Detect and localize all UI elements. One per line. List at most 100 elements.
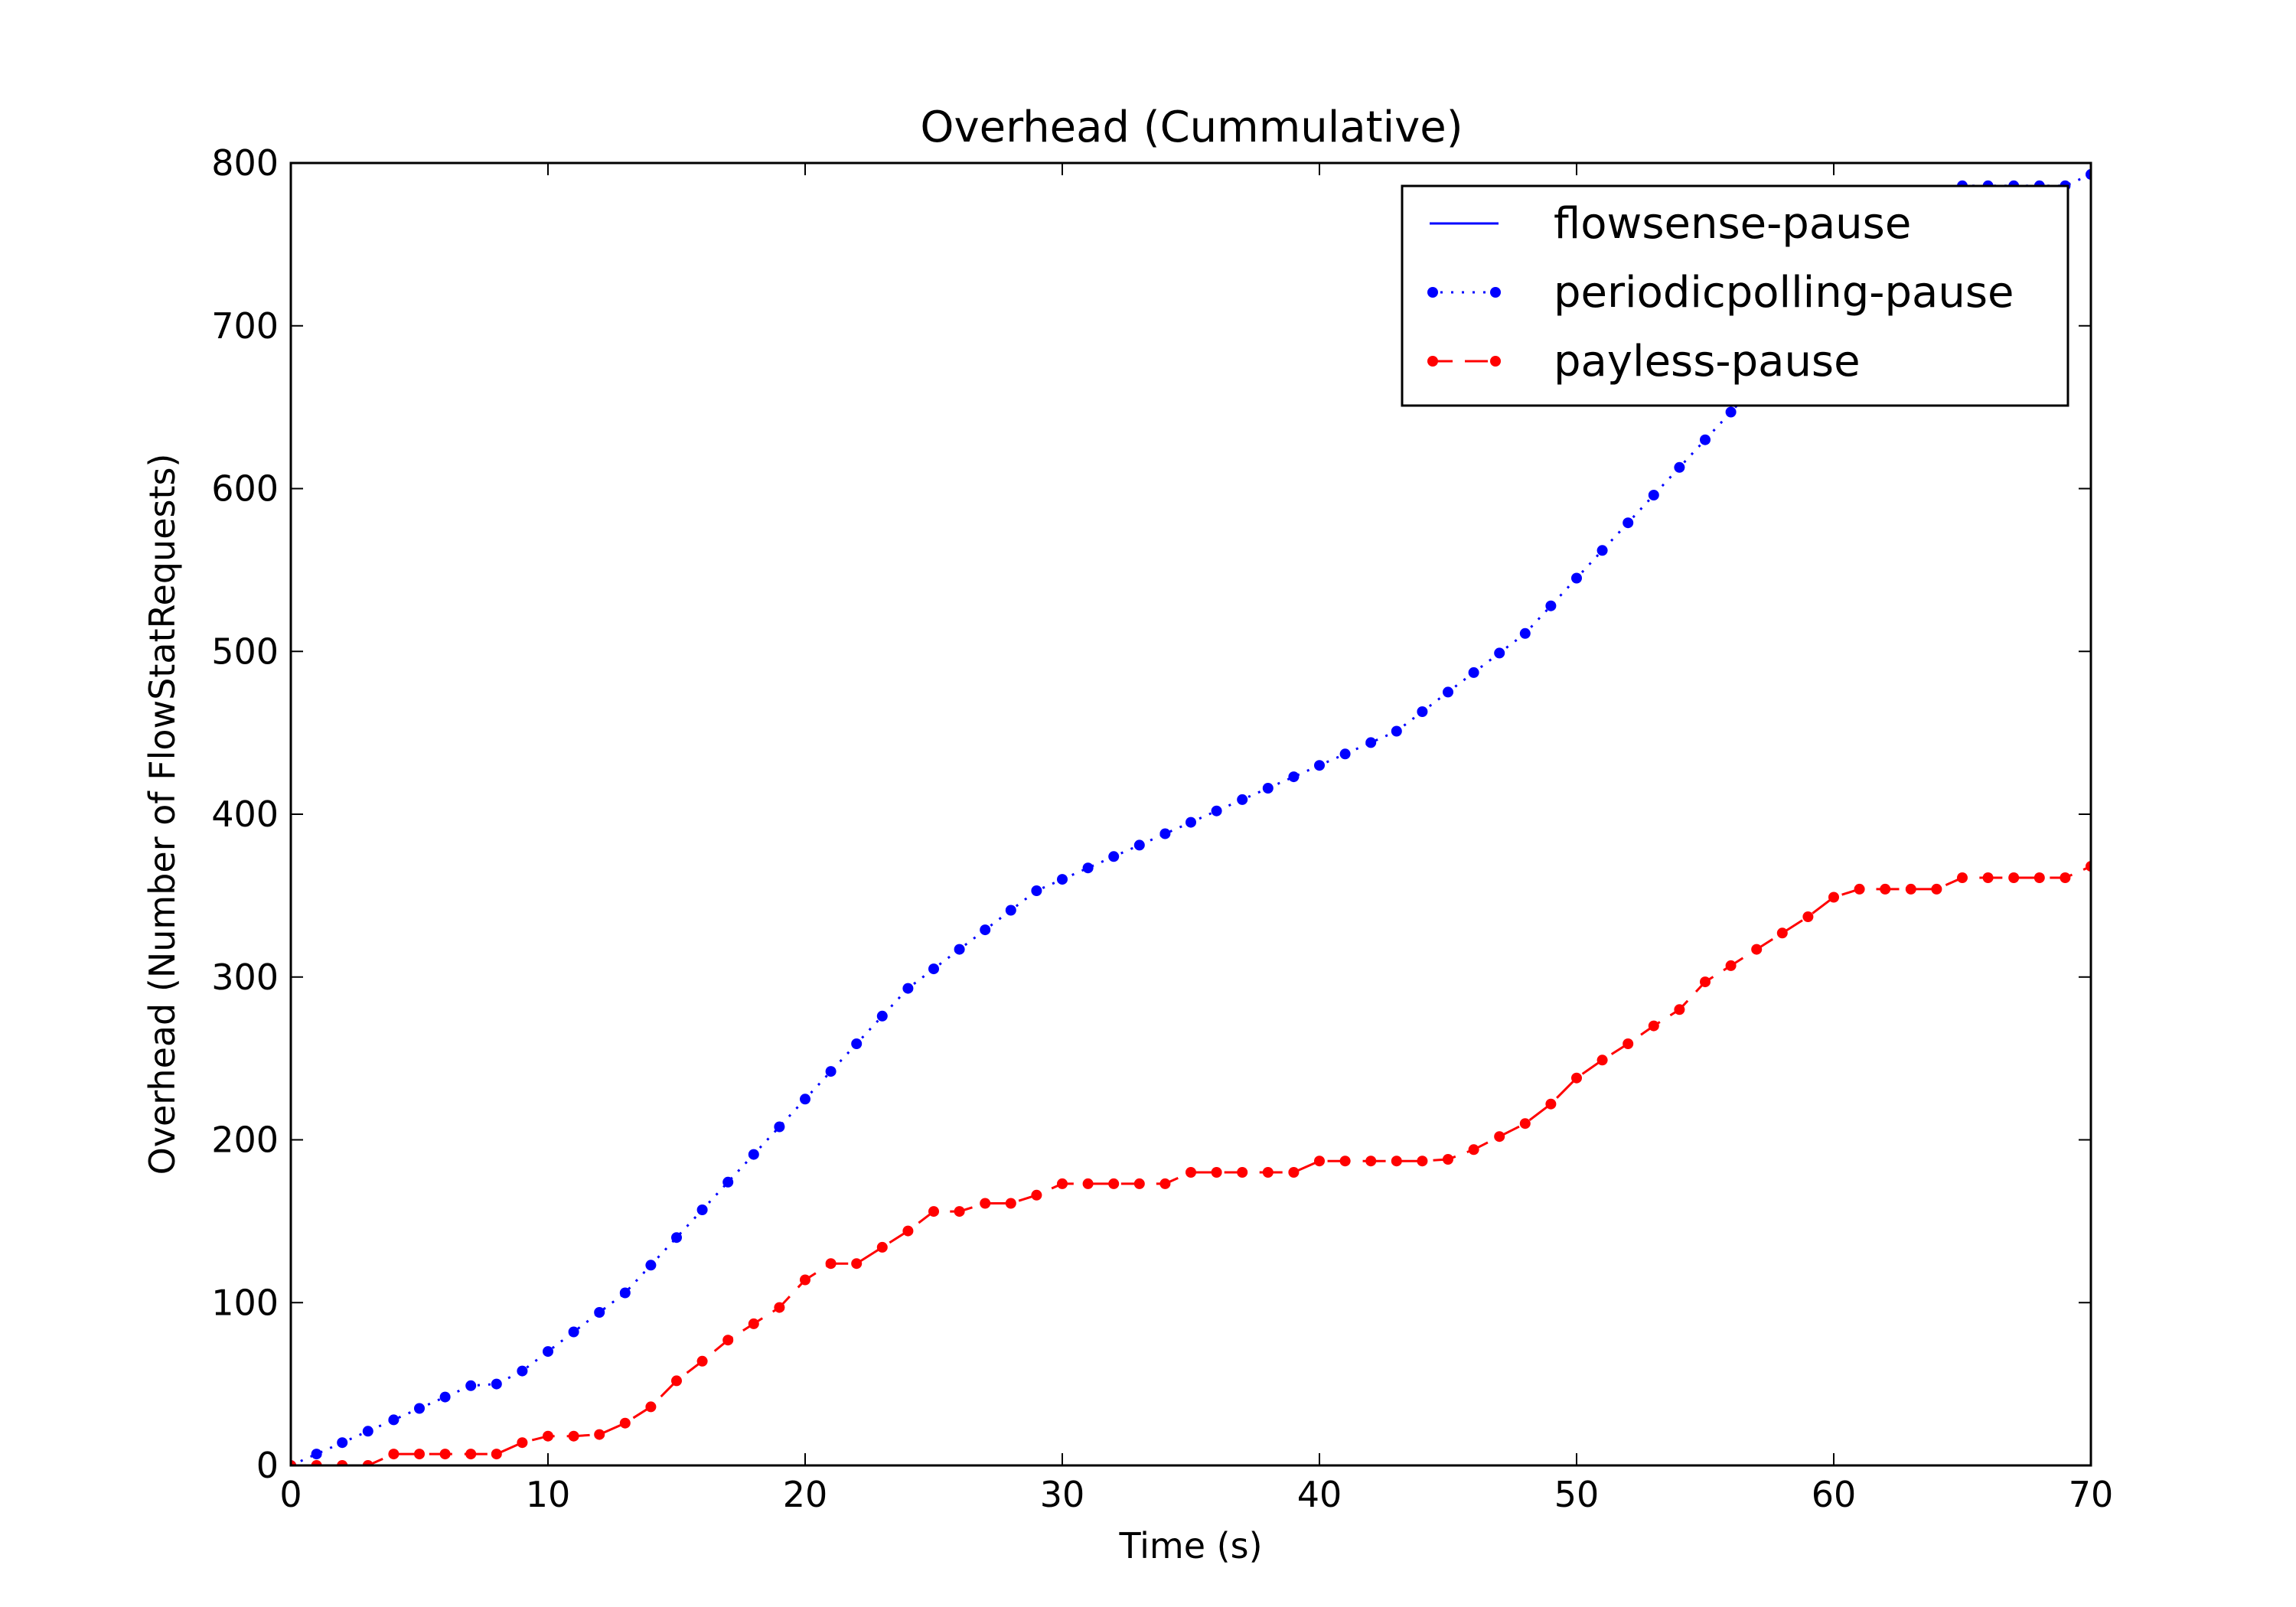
legend-marker-periodicpolling-pause xyxy=(1490,287,1501,298)
series-point-payless-pause xyxy=(1674,1004,1685,1015)
series-point-payless-pause xyxy=(594,1429,605,1440)
series-point-payless-pause xyxy=(1057,1178,1068,1189)
series-point-payless-pause xyxy=(543,1430,553,1442)
series-point-periodicpolling-pause xyxy=(1186,817,1196,828)
series-point-payless-pause xyxy=(1468,1144,1479,1156)
x-tick-label: 30 xyxy=(1040,1474,1085,1515)
y-tick-label: 800 xyxy=(211,142,279,184)
series-point-payless-pause xyxy=(1262,1167,1274,1178)
series-point-payless-pause xyxy=(2086,861,2091,872)
series-point-payless-pause xyxy=(337,1460,348,1465)
series-point-periodicpolling-pause xyxy=(337,1437,348,1449)
series-point-periodicpolling-pause xyxy=(1237,794,1248,805)
series-point-payless-pause xyxy=(696,1355,708,1367)
series-point-payless-pause xyxy=(311,1460,322,1465)
series-point-periodicpolling-pause xyxy=(1700,434,1711,445)
series-point-payless-pause xyxy=(1365,1156,1377,1167)
y-tick-label: 700 xyxy=(211,305,279,347)
y-axis: 0 100 200 300 400 500 600 700 800 xyxy=(211,142,2091,1486)
series-point-payless-pause xyxy=(825,1258,837,1270)
series-point-payless-pause xyxy=(1288,1167,1300,1178)
series-point-periodicpolling-pause xyxy=(1596,545,1608,556)
series-point-payless-pause xyxy=(1082,1178,1094,1189)
series-point-payless-pause xyxy=(645,1401,657,1413)
series-point-payless-pause xyxy=(1237,1167,1248,1178)
series-point-payless-pause xyxy=(1751,944,1763,955)
series-point-periodicpolling-pause xyxy=(800,1094,810,1105)
series-point-payless-pause xyxy=(1211,1167,1222,1178)
series-point-payless-pause xyxy=(748,1318,759,1329)
x-axis: 0 10 20 30 40 50 60 70 xyxy=(279,163,2113,1515)
y-axis-label: Overhead (Number of FlowStatRequests) xyxy=(142,454,183,1175)
series-point-periodicpolling-pause xyxy=(1648,490,1659,500)
series-point-periodicpolling-pause xyxy=(1725,406,1737,418)
legend-entries: flowsense-pause periodicpolling-pause payl… xyxy=(1427,199,2014,386)
series-point-payless-pause xyxy=(1133,1178,1145,1189)
series-point-periodicpolling-pause xyxy=(954,944,965,955)
x-tick-label: 40 xyxy=(1297,1474,1342,1515)
series-point-payless-pause xyxy=(1905,883,1916,895)
series-point-payless-pause xyxy=(1494,1131,1505,1143)
series-point-payless-pause xyxy=(1391,1156,1402,1167)
x-axis-label: Time (s) xyxy=(1118,1525,1262,1566)
x-tick-label: 50 xyxy=(1554,1474,1600,1515)
series-point-payless-pause xyxy=(1108,1178,1120,1189)
chart-title: Overhead (Cummulative) xyxy=(920,103,1463,152)
legend-marker-payless-pause xyxy=(1427,356,1438,367)
y-tick-label: 600 xyxy=(211,468,279,510)
series-point-payless-pause xyxy=(800,1274,810,1286)
series-point-payless-pause xyxy=(902,1225,914,1237)
series-point-periodicpolling-pause xyxy=(1314,760,1325,771)
series-point-payless-pause xyxy=(774,1302,785,1313)
series-point-payless-pause xyxy=(980,1198,991,1209)
x-tick-label: 10 xyxy=(526,1474,571,1515)
series-point-periodicpolling-pause xyxy=(1468,667,1479,678)
y-tick-label: 500 xyxy=(211,631,279,672)
series-point-payless-pause xyxy=(1623,1038,1634,1049)
series-point-periodicpolling-pause xyxy=(491,1378,502,1390)
series-point-periodicpolling-pause xyxy=(362,1426,373,1437)
series-point-periodicpolling-pause xyxy=(1623,517,1634,529)
x-tick-label: 70 xyxy=(2069,1474,2114,1515)
series-point-payless-pause xyxy=(291,1460,296,1465)
series-point-periodicpolling-pause xyxy=(1031,885,1042,896)
series-point-periodicpolling-pause xyxy=(1494,647,1505,659)
series-point-periodicpolling-pause xyxy=(594,1307,605,1318)
legend-box xyxy=(1401,184,2069,407)
series-point-payless-pause xyxy=(1596,1054,1608,1066)
series-point-payless-pause xyxy=(2008,872,2020,883)
series-point-periodicpolling-pause xyxy=(696,1204,708,1215)
series-point-payless-pause xyxy=(1725,960,1737,971)
series-point-periodicpolling-pause xyxy=(2086,168,2091,180)
series-point-periodicpolling-pause xyxy=(825,1066,837,1077)
series-point-payless-pause xyxy=(671,1375,682,1387)
series-point-periodicpolling-pause xyxy=(722,1176,734,1188)
series-point-payless-pause xyxy=(851,1258,863,1270)
series-point-payless-pause xyxy=(722,1335,734,1346)
series-point-payless-pause xyxy=(1880,883,1891,895)
series-point-payless-pause xyxy=(1186,1167,1196,1178)
series-point-periodicpolling-pause xyxy=(748,1149,759,1160)
series-point-payless-pause xyxy=(568,1430,579,1442)
series-point-periodicpolling-pause xyxy=(1108,851,1120,862)
series-point-payless-pause xyxy=(1417,1156,1428,1167)
legend-label-payless-pause: payless-pause xyxy=(1554,337,1861,386)
series-point-payless-pause xyxy=(1648,1020,1659,1032)
series-point-payless-pause xyxy=(1519,1118,1531,1129)
series-point-payless-pause xyxy=(362,1460,373,1465)
legend-marker-periodicpolling-pause xyxy=(1427,287,1438,298)
series-point-payless-pause xyxy=(1802,911,1814,922)
series-point-payless-pause xyxy=(1700,976,1711,988)
series-point-payless-pause xyxy=(491,1449,502,1460)
series-point-payless-pause xyxy=(414,1449,425,1460)
series-point-periodicpolling-pause xyxy=(1133,839,1145,851)
series-point-payless-pause xyxy=(1957,872,1968,883)
series-point-periodicpolling-pause xyxy=(388,1414,400,1426)
series-point-periodicpolling-pause xyxy=(1417,706,1428,717)
series-point-payless-pause xyxy=(465,1449,477,1460)
series-point-payless-pause xyxy=(1339,1156,1351,1167)
legend: flowsense-pause periodicpolling-pause payl… xyxy=(1401,184,2069,407)
y-tick-label: 200 xyxy=(211,1120,279,1161)
legend-label-flowsense-pause: flowsense-pause xyxy=(1554,199,1911,249)
